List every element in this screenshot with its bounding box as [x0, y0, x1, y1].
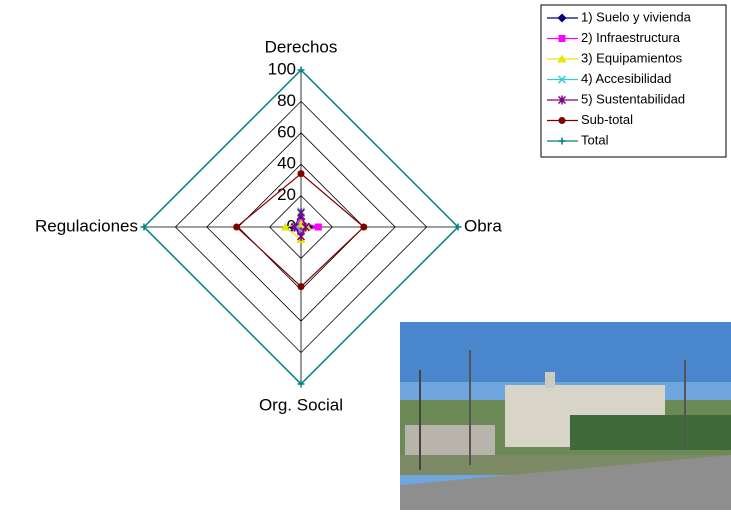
legend-label: 3) Equipamientos [581, 50, 683, 65]
marker [298, 232, 305, 241]
marker [315, 224, 322, 231]
photo [400, 322, 731, 510]
axis-label: Org. Social [259, 395, 343, 414]
tick-label: 80 [277, 91, 296, 110]
axis-label: Regulaciones [35, 216, 138, 235]
legend-label: 4) Accesibilidad [581, 71, 671, 86]
tick-label: 40 [277, 154, 296, 173]
tick-label: 100 [268, 59, 296, 78]
legend-label: Sub-total [581, 112, 633, 127]
marker [360, 224, 367, 231]
legend-label: Total [581, 132, 609, 147]
marker [233, 224, 240, 231]
tick-label: 20 [277, 185, 296, 204]
axis-label: Obra [464, 216, 502, 235]
legend-marker [559, 35, 566, 42]
chart: DerechosObraOrg. SocialRegulaciones02040… [0, 0, 731, 510]
marker [298, 283, 305, 290]
marker [298, 170, 305, 177]
legend-label: 1) Suelo y vivienda [581, 9, 692, 24]
legend-label: 2) Infraestructura [581, 30, 681, 45]
legend-marker [559, 117, 566, 124]
legend-label: 5) Sustentabilidad [581, 91, 685, 106]
axis-label: Derechos [265, 37, 338, 56]
tick-label: 60 [277, 122, 296, 141]
